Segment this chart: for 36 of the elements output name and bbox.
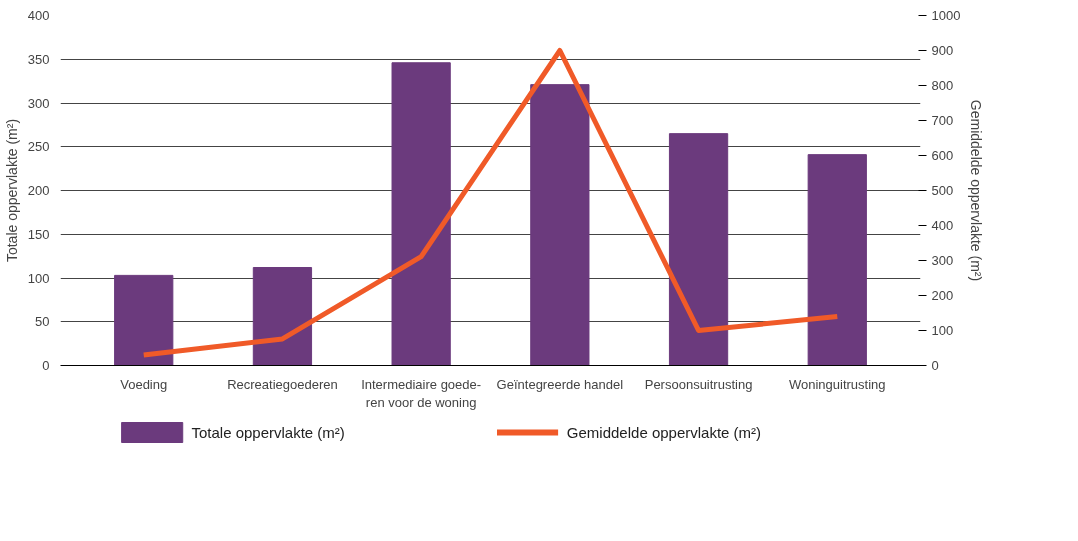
y-tick-label: 100	[27, 270, 50, 286]
bar	[530, 84, 590, 366]
y-tick-label: 150	[27, 226, 50, 242]
bar	[807, 154, 867, 366]
bar	[252, 267, 313, 366]
x-tick-label: Woninguitrusting	[788, 376, 886, 392]
y-axis-title: Totale oppervlakte (m²)	[3, 118, 20, 263]
y-tick-label: 300	[27, 95, 50, 111]
legend-label: Gemiddelde oppervlakte (m²)	[566, 424, 762, 441]
x-tick-label: Voeding	[120, 376, 168, 392]
y-tick-label: 0	[42, 358, 50, 373]
y2-tick-label: 100	[931, 323, 954, 338]
y2-tick-label: 1000	[931, 8, 961, 23]
x-tick-label: Persoonsuitrusting	[644, 376, 753, 392]
y2-tick-label: 600	[931, 148, 954, 163]
bar	[114, 274, 174, 366]
y-tick-label: 400	[27, 8, 50, 23]
y-tick-label: 200	[27, 183, 50, 198]
y2-tick-label: 800	[931, 78, 954, 93]
y2-tick-label: 500	[931, 183, 954, 198]
x-tick-label: Geïntegreerde handel	[496, 376, 624, 392]
y2-tick-label: 400	[931, 218, 954, 233]
y2-tick-label: 300	[931, 253, 954, 268]
legend-label: Totale oppervlakte (m²)	[191, 424, 345, 441]
y2-tick-label: 200	[931, 288, 954, 303]
y2-axis-title: Gemiddelde oppervlakte (m²)	[968, 99, 985, 282]
y-tick-label: 250	[27, 139, 50, 155]
x-tick-label: Recreatiegoederen	[227, 376, 338, 392]
y2-tick-label: 900	[931, 43, 954, 58]
y-tick-label: 50	[35, 314, 50, 330]
bar	[391, 62, 451, 366]
bar	[668, 133, 729, 366]
y-tick-label: 350	[27, 51, 50, 67]
y2-tick-label: 700	[931, 113, 954, 128]
y2-tick-label: 0	[931, 358, 939, 373]
x-tick-label: Intermediaire goede- ren voor de woning	[361, 376, 482, 410]
